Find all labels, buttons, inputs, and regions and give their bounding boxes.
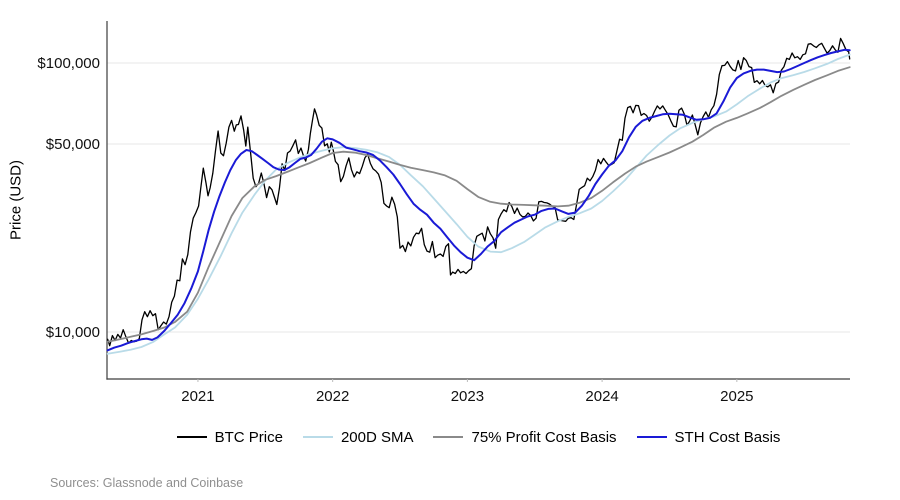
legend-label: 200D SMA [340,428,414,446]
profit-cost-basis-line-swatch [433,435,464,439]
sma-line-swatch [302,435,333,439]
series-line-btc-price [107,37,851,347]
series-line-75-profit-cost-basis [106,66,851,343]
y-tick-label: $50,000 [46,136,100,153]
sources-note: Sources: Glassnode and Coinbase [50,476,244,490]
btc-price-line-swatch [176,435,207,439]
x-tick-label: 2024 [585,388,618,405]
legend-item-75-profit-cost-basis: 75% Profit Cost Basis [433,428,617,446]
series-line-200d-sma [106,53,851,355]
x-tick-label: 2021 [181,388,214,405]
legend-label: STH Cost Basis [674,428,781,446]
legend-item-btc-price: BTC Price [176,428,283,446]
legend-label: BTC Price [214,428,283,446]
legend-item-200d-sma: 200D SMA [302,428,414,446]
y-tick-label: $10,000 [46,324,100,341]
legend-label: 75% Profit Cost Basis [471,428,617,446]
sth-cost-basis-line-swatch [636,435,667,439]
x-tick-label: 2025 [720,388,753,405]
series-line-sth-cost-basis [106,48,851,352]
x-tick-label: 2023 [451,388,484,405]
legend-item-sth-cost-basis: STH Cost Basis [636,428,781,446]
chart-legend: BTC Price 200D SMA 75% Profit Cost Basis… [107,427,850,447]
y-tick-label: $100,000 [37,55,100,72]
x-tick-label: 2022 [316,388,349,405]
